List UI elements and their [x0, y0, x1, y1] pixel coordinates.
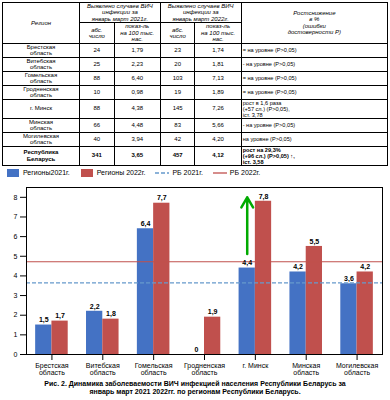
svg-text:7: 7 — [14, 213, 18, 220]
svg-text:1,7: 1,7 — [55, 312, 65, 320]
svg-text:Витебскаяобласть: Витебскаяобласть — [86, 362, 120, 376]
html-text:РБ 2021г.: РБ 2021г. — [172, 169, 203, 177]
html-text:23: 23 — [174, 47, 181, 53]
html-text:Выявлено случаев ВИЧ инфекции: Выявлено случаев ВИЧ инфекции за январь … — [167, 3, 234, 22]
html-text:19: 19 — [174, 88, 181, 95]
html-text:Брестская область: Брестская область — [26, 43, 56, 57]
html-text:абс. число: абс. число — [88, 26, 105, 40]
html-text:Рис. 2. Динамика заболеваемост: Рис. 2. Динамика заболеваемости ВИЧ инфе… — [44, 379, 346, 395]
html-text:Витебская область: Витебская область — [26, 57, 56, 71]
svg-text:3,6: 3,6 — [344, 275, 354, 283]
svg-text:г. Минск: г. Минск — [242, 362, 269, 369]
html-text:рост на 29,3% (+96 сл.) (Р>0,0: рост на 29,3% (+96 сл.) (Р>0,05) ↑, iст.… — [242, 146, 295, 165]
svg-text:2: 2 — [14, 311, 18, 318]
svg-text:8: 8 — [14, 193, 18, 200]
html-text:Регионы 2022г.: Регионы 2022г. — [96, 169, 146, 177]
html-text:457: 457 — [172, 152, 183, 159]
html-text:абс. число: абс. число — [169, 26, 186, 40]
svg-text:Гомельскаяобласть: Гомельскаяобласть — [135, 362, 173, 376]
svg-text:7,7: 7,7 — [157, 194, 167, 202]
svg-text:4,2: 4,2 — [293, 263, 303, 271]
html-text:40: 40 — [93, 135, 101, 142]
html-text:Регионы2021г.: Регионы2021г. — [23, 169, 70, 177]
html-text:10: 10 — [93, 88, 101, 95]
html-text:Регион: Регион — [30, 19, 52, 26]
html-text:4,20: 4,20 — [212, 135, 224, 142]
html-text:1,81: 1,81 — [212, 61, 224, 67]
html-text:7,13: 7,13 — [212, 74, 224, 81]
svg-text:Гродненскаяобласть: Гродненскаяобласть — [184, 362, 225, 376]
svg-text:1,5: 1,5 — [39, 316, 49, 324]
html-text:= на уровне (Р>0,05): = на уровне (Р>0,05) — [242, 47, 297, 54]
svg-text:2,2: 2,2 — [90, 302, 100, 310]
html-text:3,65: 3,65 — [131, 152, 144, 159]
html-text:7,26: 7,26 — [212, 105, 224, 112]
html-text:рост в 1,6 раза (+57 сл.) (Р>0: рост в 1,6 раза (+57 сл.) (Р>0,05), iст.… — [242, 99, 290, 118]
svg-text:Минскаяобласть: Минскаяобласть — [292, 362, 320, 376]
html-text:6,40: 6,40 — [131, 74, 144, 81]
svg-text:6,4: 6,4 — [141, 220, 151, 228]
html-text:- на уровне (Р>0,05): - на уровне (Р>0,05) — [242, 122, 296, 129]
html-text:24: 24 — [93, 47, 101, 53]
svg-text:1: 1 — [14, 331, 18, 338]
svg-text:Брестскаяобласть: Брестскаяобласть — [35, 362, 69, 376]
html-text:145: 145 — [172, 105, 183, 112]
html-text:88: 88 — [93, 74, 101, 81]
html-text:1,79: 1,79 — [131, 47, 144, 53]
svg-text:1,8: 1,8 — [106, 310, 116, 318]
html-text:1,89: 1,89 — [212, 88, 224, 95]
svg-text:7,8: 7,8 — [259, 192, 269, 200]
svg-text:6: 6 — [14, 232, 18, 239]
html-text:66: 66 — [93, 121, 101, 128]
html-text:показ-ль на 100 тыс. нас.: показ-ль на 100 тыс. нас. — [201, 23, 236, 43]
html-text:83: 83 — [174, 121, 181, 128]
html-text:341: 341 — [91, 152, 102, 159]
html-text:4,12: 4,12 — [212, 152, 224, 159]
html-text:1,74: 1,74 — [212, 47, 224, 53]
html-text:20: 20 — [174, 61, 181, 67]
html-text:- на уровне (Р>0,05): - на уровне (Р>0,05) — [242, 61, 296, 68]
html-text:88: 88 — [93, 105, 101, 112]
html-text:5,66: 5,66 — [212, 121, 224, 128]
html-text:показ-ль на 100 тыс. нас.: показ-ль на 100 тыс. нас. — [120, 23, 155, 43]
svg-text:0: 0 — [194, 345, 198, 352]
svg-text:5: 5 — [14, 252, 18, 259]
html-text:103: 103 — [172, 74, 183, 81]
html-text:Республика Беларусь: Республика Беларусь — [23, 149, 59, 162]
html-text:Гродненская область: Гродненская область — [23, 85, 59, 99]
html-text:Выявлено случаев ВИЧ инфекции: Выявлено случаев ВИЧ инфекции за январь … — [87, 3, 153, 22]
svg-text:4,4: 4,4 — [242, 259, 252, 267]
html-text:4,38: 4,38 — [131, 105, 144, 112]
html-text:0,98: 0,98 — [131, 88, 144, 95]
html-text:= на уровне (Р>0,05): = на уровне (Р>0,05) — [242, 75, 297, 82]
svg-text:5,5: 5,5 — [309, 237, 319, 245]
svg-text:3: 3 — [14, 291, 18, 298]
html-text:3,94: 3,94 — [131, 135, 144, 142]
svg-text:0: 0 — [14, 350, 18, 357]
svg-text:Могилевскаяобласть: Могилевскаяобласть — [336, 362, 378, 376]
html-text:= на уровне (Р>0,05): = на уровне (Р>0,05) — [242, 89, 297, 96]
html-text:25: 25 — [93, 61, 101, 67]
html-text:Гомельская область: Гомельская область — [24, 71, 58, 85]
html-text:2,23: 2,23 — [131, 61, 144, 67]
html-text:на уровне (Р>0,05): на уровне (Р>0,05) — [242, 136, 292, 142]
html-text:Могилевская область: Могилевская область — [22, 132, 60, 146]
html-text:42: 42 — [174, 135, 181, 142]
html-text:4,48: 4,48 — [131, 121, 144, 128]
svg-text:4,2: 4,2 — [360, 263, 370, 271]
svg-text:1,9: 1,9 — [208, 308, 218, 316]
svg-text:4: 4 — [14, 272, 18, 279]
html-text:Минская область: Минская область — [29, 118, 53, 132]
html-text:Ростснижение в % (ошибки досто: Ростснижение в % (ошибки достоверности Р… — [287, 10, 341, 36]
html-text:РБ 2022г.: РБ 2022г. — [229, 169, 261, 177]
html-text:г. Минск: г. Минск — [30, 105, 52, 112]
